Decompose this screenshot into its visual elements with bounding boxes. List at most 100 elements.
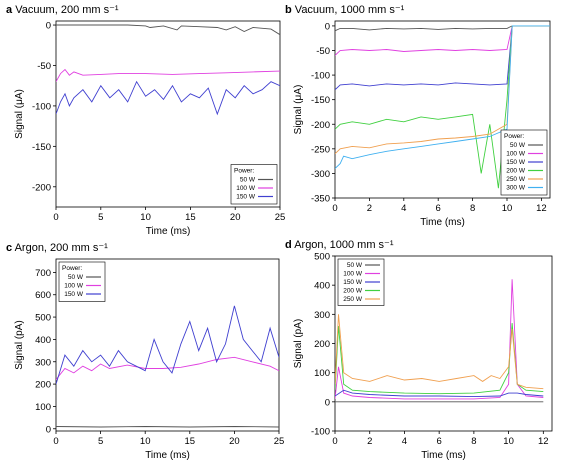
panel-title-text: Argon, 1000 mm s⁻¹ [294,239,394,251]
series-line [56,426,279,428]
x-tick-label: 6 [437,436,442,447]
series-line [335,389,544,398]
x-tick-label: 10 [502,203,513,214]
panel-letter: c [6,242,12,254]
x-axis-label: Time (ms) [420,217,465,228]
y-tick-label: -100 [32,101,51,112]
legend-label: 100 W [236,185,256,192]
legend-title: Power: [62,265,82,272]
x-tick-label: 10 [503,436,514,447]
y-tick-label: 400 [314,281,330,292]
series-line [335,25,550,56]
panel-title: b Vacuum, 1000 mm s⁻¹ [285,4,405,16]
x-tick-label: 0 [53,212,58,223]
x-tick-label: 0 [53,436,58,447]
x-tick-label: 15 [185,436,196,447]
series-line [335,279,544,400]
x-tick-label: 0 [332,203,337,214]
x-tick-label: 12 [538,436,549,447]
panel-title: d Argon, 1000 mm s⁻¹ [285,239,394,251]
series-group [335,279,544,403]
legend-label: 100 W [343,271,363,278]
panel-title: a Vacuum, 200 mm s⁻¹ [6,4,119,16]
legend-label: 50 W [240,177,256,184]
legend-label: 100 W [64,283,84,290]
y-tick-label: -50 [37,61,51,72]
x-axis-label: Time (ms) [421,450,466,461]
y-tick-label: -200 [32,182,51,193]
panel-c: c Argon, 200 mm s⁻¹ 0 5 10 15 20 25 0 100 200 300 4… [6,242,284,461]
x-tick-label: 20 [230,212,241,223]
y-tick-label: -100 [311,427,330,438]
panel-letter: a [6,4,13,16]
y-axis-label: Signal (pA) [293,319,304,368]
legend-box [230,164,278,205]
x-tick-label: 6 [436,203,441,214]
legend-label: 300 W [506,185,526,192]
series-line [335,314,544,390]
plot-frame [334,20,551,199]
x-tick-label: 15 [185,212,196,223]
y-tick-label: 200 [35,380,51,391]
x-tick-label: 0 [332,436,337,447]
legend-title: Power: [234,168,254,175]
panel-letter: d [285,239,292,251]
y-axis-label: Signal (pA) [14,320,25,369]
series-line [335,25,550,91]
legend-label: 100 W [506,151,526,158]
series-group [335,25,550,189]
legend-label: 50 W [510,142,526,149]
panel-letter: b [285,4,292,16]
x-tick-label: 10 [140,436,151,447]
y-tick-label: 600 [35,290,51,301]
x-tick-label: 25 [274,436,285,447]
y-tick-label: 300 [35,357,51,368]
y-tick-label: -350 [311,194,330,205]
y-tick-label: 300 [314,310,330,321]
plot-frame [55,258,280,432]
panel-title-text: Vacuum, 1000 mm s⁻¹ [295,4,405,16]
legend-label: 150 W [236,194,256,201]
legend-label: 250 W [506,176,526,183]
y-tick-label: -100 [311,71,330,82]
panel-d: d Argon, 1000 mm s⁻¹ 0 2 4 6 8 10 12 500 400 300 20… [285,239,553,461]
x-tick-label: 2 [367,203,372,214]
panel-title-text: Vacuum, 200 mm s⁻¹ [15,4,119,16]
panel-title-text: Argon, 200 mm s⁻¹ [15,242,109,254]
series-line [56,356,279,380]
y-tick-label: 700 [35,268,51,279]
x-tick-label: 4 [402,436,407,447]
x-axis-label: Time (ms) [145,450,190,461]
series-line [56,24,280,36]
legend-label: 50 W [68,274,84,281]
x-tick-label: 5 [98,212,103,223]
y-tick-label: 0 [325,397,330,408]
y-tick-label: 500 [314,252,330,263]
panel-title: c Argon, 200 mm s⁻¹ [6,242,108,254]
y-tick-label: -250 [311,144,330,155]
series-line [56,80,280,116]
series-group [56,24,280,116]
y-tick-label: -300 [311,169,330,180]
x-tick-label: 4 [401,203,406,214]
y-axis-label: Signal (μA) [14,89,25,139]
legend-label: 150 W [506,159,526,166]
x-tick-label: 5 [98,436,103,447]
y-tick-label: 400 [35,335,51,346]
panel-a: a Vacuum, 200 mm s⁻¹ 0 5 10 15 20 25 0 -50 -100 -1… [6,4,285,237]
series-line [56,68,280,82]
legend-label: 250 W [343,296,363,303]
x-tick-label: 25 [275,212,286,223]
x-tick-label: 20 [229,436,240,447]
y-tick-label: 0 [325,21,330,32]
series-line [335,25,550,155]
legend-label: 200 W [343,288,363,295]
legend-label: 150 W [343,279,363,286]
y-tick-label: 500 [35,313,51,324]
series-group [56,305,279,428]
y-tick-label: -150 [311,95,330,106]
